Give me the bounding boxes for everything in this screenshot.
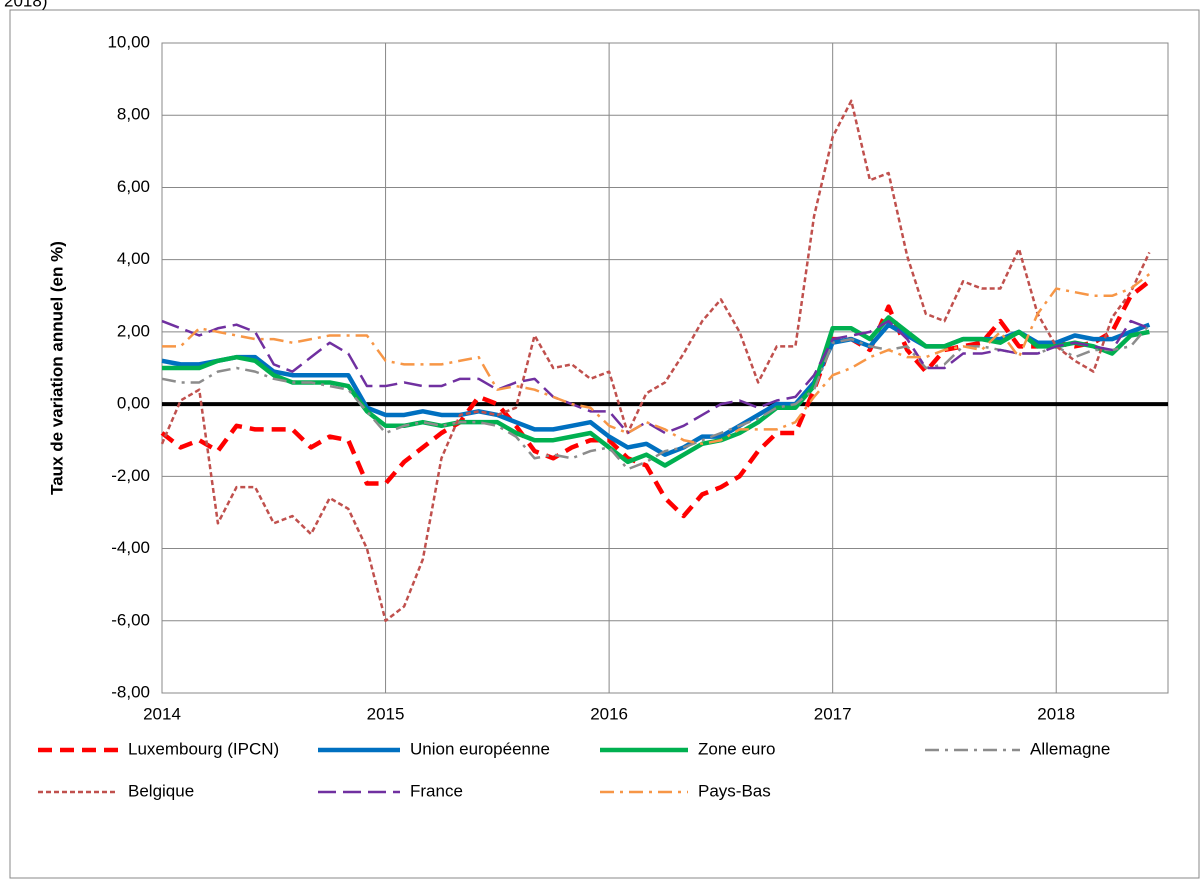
x-tick-label: 2015 xyxy=(367,704,405,723)
series-line xyxy=(160,279,1151,519)
legend-label: Luxembourg (IPCN) xyxy=(128,739,279,758)
x-tick-label: 2014 xyxy=(143,704,181,723)
x-tick-label: 2017 xyxy=(814,704,852,723)
series-line xyxy=(162,273,1151,446)
legend-label: France xyxy=(410,781,463,800)
series-line xyxy=(161,319,1150,435)
legend-label: Allemagne xyxy=(1030,739,1110,758)
y-tick-label: 8,00 xyxy=(117,105,150,124)
y-tick-label: -2,00 xyxy=(111,466,150,485)
y-tick-label: 2,00 xyxy=(117,321,150,340)
y-tick-label: -6,00 xyxy=(111,610,150,629)
series-line xyxy=(162,315,1150,468)
y-tick-label: -4,00 xyxy=(111,538,150,557)
x-tick-label: 2018 xyxy=(1037,704,1075,723)
legend-label: Union européenne xyxy=(410,739,550,758)
series-line xyxy=(160,99,1151,623)
legend-label: Belgique xyxy=(128,781,194,800)
y-tick-label: -8,00 xyxy=(111,682,150,701)
y-tick-label: 4,00 xyxy=(117,249,150,268)
chart-title: 2018) xyxy=(4,0,47,10)
x-tick-label: 2016 xyxy=(590,704,628,723)
y-tick-label: 0,00 xyxy=(117,394,150,413)
y-tick-label: 10,00 xyxy=(107,32,150,51)
legend-label: Pays-Bas xyxy=(698,781,771,800)
legend-label: Zone euro xyxy=(698,739,776,758)
y-axis-label: Taux de variation annuel (en %) xyxy=(47,241,66,495)
y-tick-label: 6,00 xyxy=(117,177,150,196)
